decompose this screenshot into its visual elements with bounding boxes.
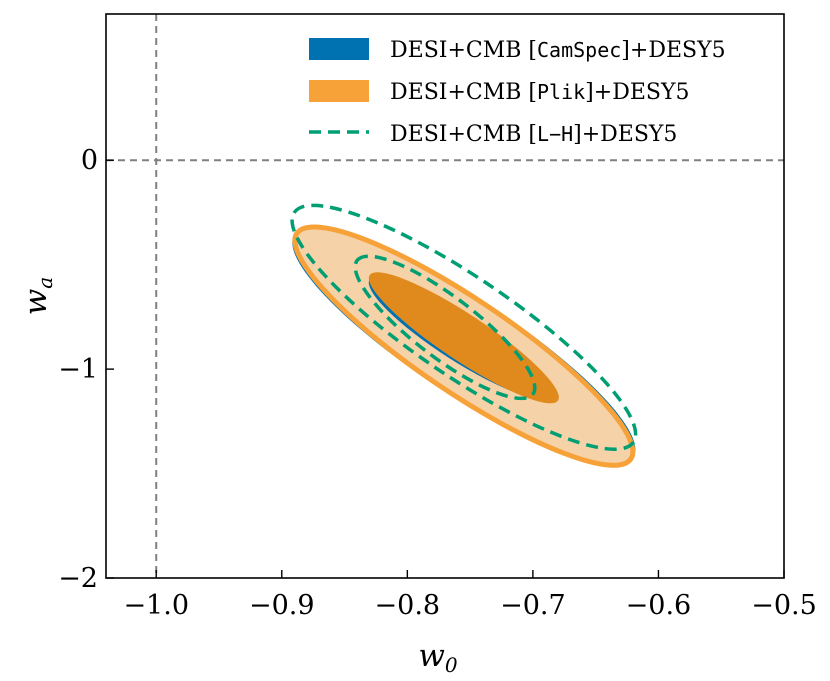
y-axis-ticks: −2 −1 0 — [58, 145, 114, 594]
legend-swatch-camspec — [309, 38, 369, 60]
x-tick-label: −0.7 — [500, 590, 566, 621]
x-axis-label: w0 — [418, 638, 458, 677]
x-axis-ticks: −1.0 −0.9 −0.8 −0.7 −0.6 −0.5 — [123, 570, 817, 621]
y-tick-label: −2 — [58, 563, 98, 594]
contour-lh-68 — [353, 254, 537, 401]
x-tick-label: −0.8 — [375, 590, 441, 621]
x-tick-label: −0.6 — [626, 590, 692, 621]
legend-label-lh: DESI+CMB [L−H]+DESY5 — [390, 122, 677, 147]
legend-swatch-plik — [309, 80, 369, 102]
x-tick-label: −0.5 — [751, 590, 817, 621]
plot-frame — [105, 13, 785, 579]
legend: DESI+CMB [CamSpec]+DESY5 DESI+CMB [Plik]… — [309, 38, 726, 147]
x-tick-label: −1.0 — [123, 590, 189, 621]
x-tick-label: −0.9 — [249, 590, 315, 621]
legend-label-plik: DESI+CMB [Plik]+DESY5 — [390, 80, 689, 105]
legend-label-camspec: DESI+CMB [CamSpec]+DESY5 — [390, 38, 726, 63]
y-tick-label: 0 — [81, 145, 98, 176]
contour-lh-95 — [290, 203, 638, 452]
plot-body — [106, 14, 784, 578]
y-axis-label: wa — [18, 277, 57, 315]
contour-plik-68 — [368, 272, 559, 404]
y-tick-label: −1 — [58, 354, 98, 385]
